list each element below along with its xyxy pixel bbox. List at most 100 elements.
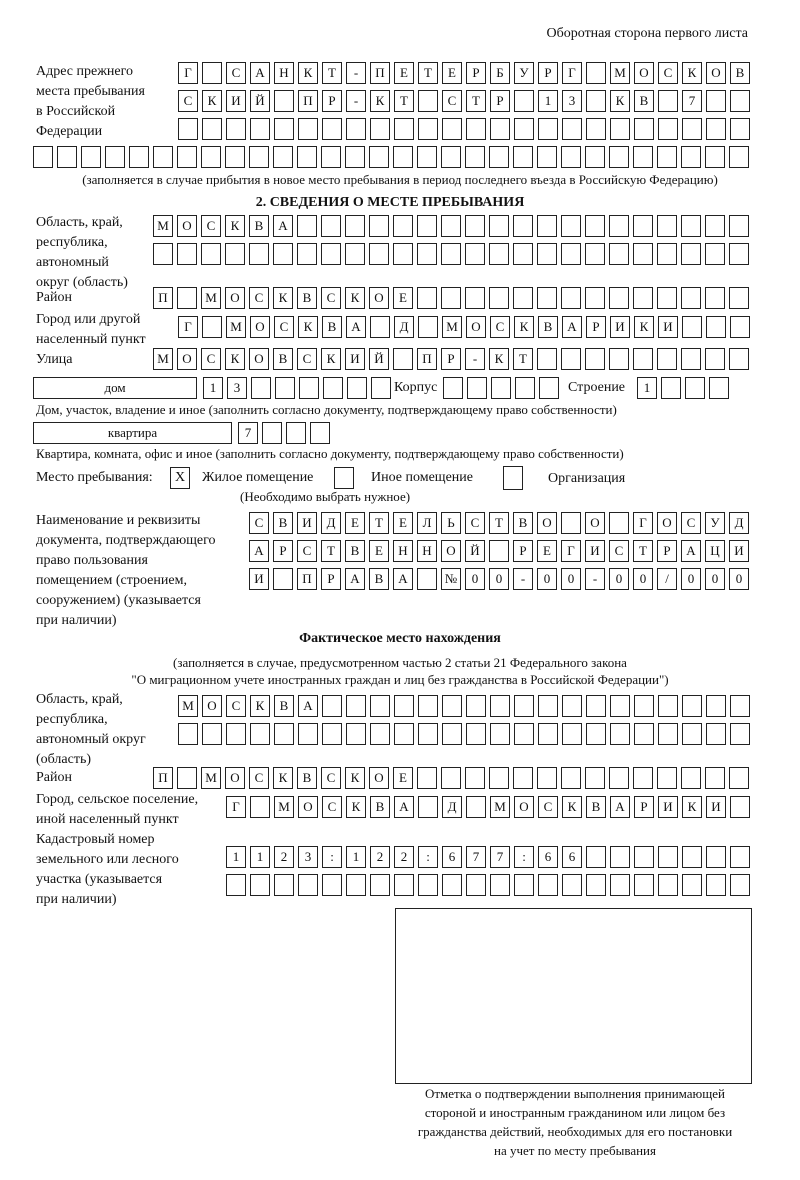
char-cell[interactable] — [394, 723, 414, 745]
char-cell[interactable] — [729, 767, 749, 789]
char-cell[interactable] — [682, 846, 702, 868]
char-cell[interactable] — [274, 90, 294, 112]
char-cell[interactable] — [729, 243, 749, 265]
char-cell[interactable]: В — [297, 767, 317, 789]
char-cell[interactable] — [586, 846, 606, 868]
char-cell[interactable] — [418, 118, 438, 140]
char-cell[interactable] — [322, 118, 342, 140]
char-cell[interactable]: И — [706, 796, 726, 818]
char-cell[interactable]: Т — [394, 90, 414, 112]
char-cell[interactable]: К — [346, 796, 366, 818]
char-cell[interactable]: О — [202, 695, 222, 717]
option-organization-checkbox[interactable] — [503, 466, 523, 490]
char-cell[interactable] — [275, 377, 295, 399]
char-cell[interactable]: Г — [562, 62, 582, 84]
char-cell[interactable] — [371, 377, 391, 399]
char-cell[interactable]: К — [250, 695, 270, 717]
char-cell[interactable]: № — [441, 568, 461, 590]
char-cell[interactable]: Р — [538, 62, 558, 84]
char-cell[interactable]: К — [345, 287, 365, 309]
char-cell[interactable] — [609, 243, 629, 265]
char-cell[interactable]: Т — [369, 512, 389, 534]
char-cell[interactable] — [249, 146, 269, 168]
char-cell[interactable]: К — [370, 90, 390, 112]
char-cell[interactable]: С — [249, 767, 269, 789]
char-cell[interactable] — [286, 422, 306, 444]
char-cell[interactable]: С — [490, 316, 510, 338]
char-cell[interactable]: С — [322, 796, 342, 818]
char-cell[interactable]: 0 — [561, 568, 581, 590]
char-cell[interactable]: С — [249, 512, 269, 534]
char-cell[interactable] — [322, 723, 342, 745]
char-cell[interactable]: К — [682, 62, 702, 84]
char-cell[interactable]: 7 — [490, 846, 510, 868]
char-cell[interactable]: Т — [466, 90, 486, 112]
char-cell[interactable] — [658, 723, 678, 745]
char-cell[interactable]: Н — [393, 540, 413, 562]
char-cell[interactable] — [226, 723, 246, 745]
char-cell[interactable] — [417, 568, 437, 590]
char-cell[interactable]: Т — [633, 540, 653, 562]
char-cell[interactable]: - — [465, 348, 485, 370]
char-cell[interactable] — [730, 316, 750, 338]
char-cell[interactable]: И — [729, 540, 749, 562]
house-type-field[interactable]: дом — [33, 377, 197, 399]
char-cell[interactable]: К — [682, 796, 702, 818]
char-cell[interactable]: 6 — [562, 846, 582, 868]
char-cell[interactable] — [682, 723, 702, 745]
char-cell[interactable] — [634, 695, 654, 717]
char-cell[interactable] — [441, 215, 461, 237]
char-cell[interactable] — [465, 215, 485, 237]
actual-region-row-2[interactable] — [178, 723, 750, 745]
char-cell[interactable] — [394, 874, 414, 896]
char-cell[interactable] — [178, 723, 198, 745]
char-cell[interactable]: Р — [490, 90, 510, 112]
char-cell[interactable]: Р — [322, 90, 342, 112]
char-cell[interactable]: К — [225, 215, 245, 237]
char-cell[interactable] — [561, 215, 581, 237]
char-cell[interactable] — [346, 723, 366, 745]
char-cell[interactable]: С — [274, 316, 294, 338]
char-cell[interactable] — [730, 723, 750, 745]
char-cell[interactable] — [561, 512, 581, 534]
char-cell[interactable]: М — [153, 348, 173, 370]
char-cell[interactable] — [562, 695, 582, 717]
char-cell[interactable] — [681, 348, 701, 370]
char-cell[interactable]: В — [586, 796, 606, 818]
char-cell[interactable]: 2 — [394, 846, 414, 868]
char-cell[interactable] — [251, 377, 271, 399]
char-cell[interactable] — [585, 146, 605, 168]
char-cell[interactable] — [442, 695, 462, 717]
char-cell[interactable]: Б — [490, 62, 510, 84]
char-cell[interactable] — [633, 146, 653, 168]
char-cell[interactable]: / — [657, 568, 677, 590]
char-cell[interactable] — [610, 874, 630, 896]
char-cell[interactable] — [730, 846, 750, 868]
char-cell[interactable] — [274, 723, 294, 745]
char-cell[interactable] — [201, 146, 221, 168]
char-cell[interactable] — [273, 568, 293, 590]
char-cell[interactable]: 2 — [370, 846, 390, 868]
char-cell[interactable] — [706, 723, 726, 745]
char-cell[interactable] — [490, 118, 510, 140]
char-cell[interactable] — [177, 287, 197, 309]
char-cell[interactable] — [250, 723, 270, 745]
char-cell[interactable] — [514, 695, 534, 717]
char-cell[interactable] — [490, 723, 510, 745]
char-cell[interactable]: Р — [513, 540, 533, 562]
char-cell[interactable] — [633, 348, 653, 370]
char-cell[interactable]: М — [490, 796, 510, 818]
option-residential-checkbox[interactable]: X — [170, 467, 190, 489]
char-cell[interactable] — [418, 90, 438, 112]
char-cell[interactable]: И — [345, 348, 365, 370]
char-cell[interactable] — [634, 874, 654, 896]
char-cell[interactable] — [250, 796, 270, 818]
char-cell[interactable] — [729, 287, 749, 309]
char-cell[interactable]: 0 — [729, 568, 749, 590]
char-cell[interactable]: 6 — [538, 846, 558, 868]
char-cell[interactable] — [585, 348, 605, 370]
char-cell[interactable] — [586, 874, 606, 896]
char-cell[interactable]: В — [730, 62, 750, 84]
char-cell[interactable] — [250, 118, 270, 140]
char-cell[interactable]: Р — [273, 540, 293, 562]
